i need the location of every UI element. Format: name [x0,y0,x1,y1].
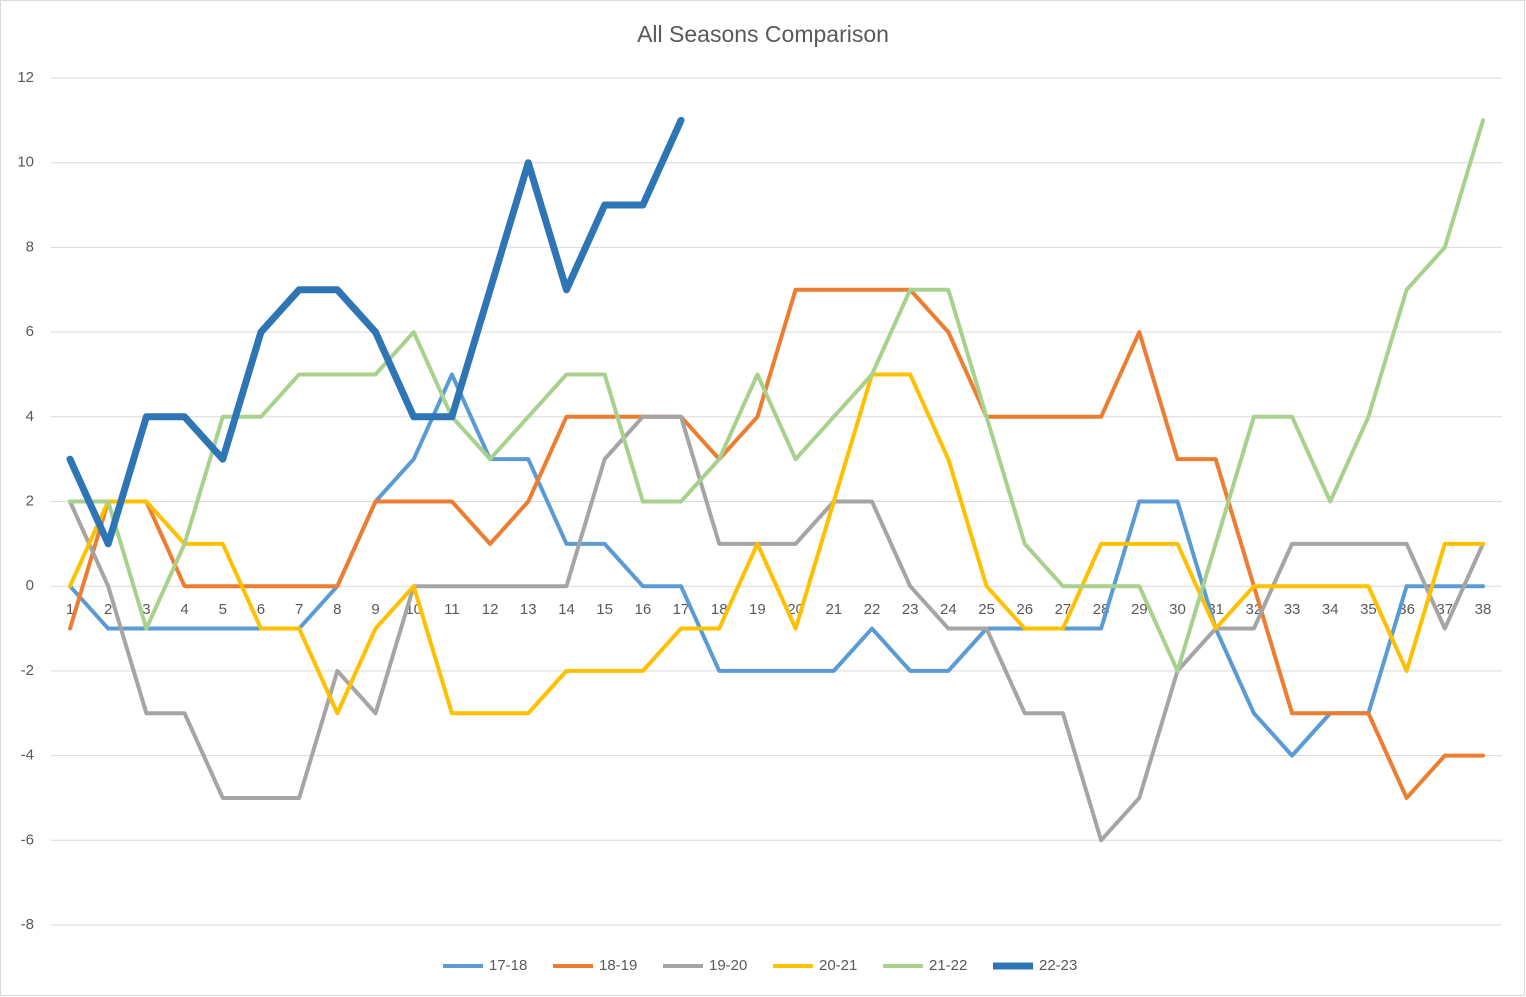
y-tick-label: -6 [21,831,34,848]
x-tick-label: 19 [749,601,766,618]
x-tick-label: 3 [142,601,150,618]
x-tick-label: 23 [902,601,919,618]
x-tick-label: 21 [825,601,842,618]
y-tick-label: -2 [21,662,34,679]
x-tick-label: 14 [558,601,575,618]
y-tick-label: 0 [26,577,34,594]
x-tick-label: 26 [1016,601,1033,618]
series-line [68,414,1485,843]
legend-label: 21-22 [929,957,967,974]
x-tick-label: 5 [219,601,227,618]
y-tick-label: 6 [26,323,34,340]
series-line [68,287,1485,800]
x-tick-label: 13 [520,601,537,618]
legend-label: 19-20 [709,957,747,974]
x-tick-label: 22 [864,601,881,618]
y-tick-label: 2 [26,492,34,509]
y-tick-label: 8 [26,238,34,255]
legend-label: 17-18 [489,957,527,974]
x-tick-label: 4 [180,601,188,618]
series-line [68,372,1485,716]
x-tick-label: 2 [104,601,112,618]
x-tick-label: 6 [257,601,265,618]
x-tick-label: 33 [1284,601,1301,618]
x-tick-label: 27 [1055,601,1072,618]
series-line [68,372,1485,758]
y-tick-label: -4 [21,747,34,764]
x-tick-label: 15 [596,601,613,618]
x-tick-label: 24 [940,601,957,618]
x-tick-label: 16 [634,601,651,618]
y-tick-label: 4 [26,408,34,425]
x-tick-label: 9 [371,601,379,618]
x-tick-label: 8 [333,601,341,618]
x-tick-label: 38 [1475,601,1492,618]
x-tick-label: 25 [978,601,995,618]
x-tick-label: 7 [295,601,303,618]
series-line [66,116,685,548]
legend-label: 22-23 [1039,957,1077,974]
x-tick-label: 18 [711,601,728,618]
x-tick-label: 34 [1322,601,1339,618]
x-tick-label: 1 [66,601,74,618]
x-tick-label: 37 [1436,601,1453,618]
y-tick-label: 10 [17,154,34,171]
chart-title: All Seasons Comparison [637,21,889,47]
x-tick-label: 17 [673,601,690,618]
x-tick-label: 12 [482,601,499,618]
y-tick-label: 12 [17,69,34,86]
x-tick-label: 35 [1360,601,1377,618]
legend-label: 18-19 [599,957,637,974]
x-tick-label: 29 [1131,601,1148,618]
x-tick-label: 11 [444,601,460,618]
y-tick-label: -8 [21,916,34,933]
legend-label: 20-21 [819,957,857,974]
series-line [68,118,1485,673]
x-tick-label: 30 [1169,601,1186,618]
